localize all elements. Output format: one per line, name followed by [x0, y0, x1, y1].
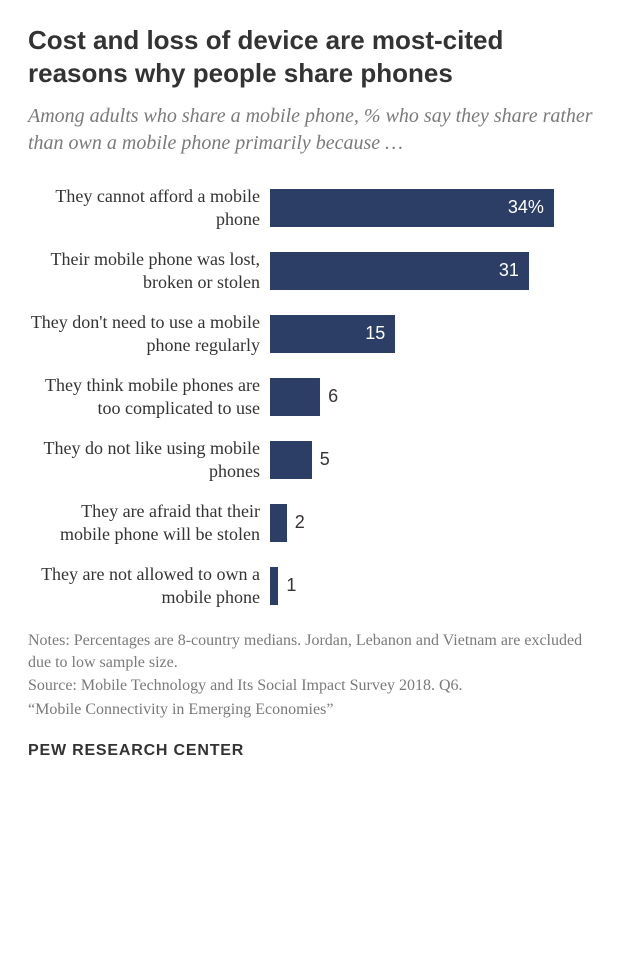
bar-row: They are not allowed to own a mobile pho…: [28, 563, 604, 608]
bar-area: 6: [270, 378, 604, 416]
notes-line: Source: Mobile Technology and Its Social…: [28, 675, 604, 697]
notes-line: Notes: Percentages are 8-country medians…: [28, 630, 604, 673]
bar: [270, 567, 278, 605]
chart-title: Cost and loss of device are most-cited r…: [28, 24, 604, 89]
bar-area: 31: [270, 252, 604, 290]
bar-label: They cannot afford a mobile phone: [28, 185, 270, 230]
bar-area: 5: [270, 441, 604, 479]
bar-value: 5: [312, 449, 330, 470]
bar-area: 2: [270, 504, 604, 542]
bar-value: 1: [278, 575, 296, 596]
footer-attribution: PEW RESEARCH CENTER: [28, 742, 604, 760]
bar-row: They are afraid that their mobile phone …: [28, 500, 604, 545]
bar-label: They think mobile phones are too complic…: [28, 374, 270, 419]
bar-value: 34%: [508, 197, 554, 218]
chart-subtitle: Among adults who share a mobile phone, %…: [28, 103, 604, 157]
chart-notes: Notes: Percentages are 8-country medians…: [28, 630, 604, 720]
bar-area: 1: [270, 567, 604, 605]
bar-label: They do not like using mobile phones: [28, 437, 270, 482]
bar-row: They cannot afford a mobile phone 34%: [28, 185, 604, 230]
bar-area: 34%: [270, 189, 604, 227]
bar-area: 15: [270, 315, 604, 353]
bar: [270, 252, 529, 290]
bar: [270, 378, 320, 416]
bar-row: Their mobile phone was lost, broken or s…: [28, 248, 604, 293]
bar-label: They are afraid that their mobile phone …: [28, 500, 270, 545]
bar-value: 31: [499, 260, 529, 281]
bar-chart: They cannot afford a mobile phone 34% Thei…: [28, 185, 604, 608]
bar-value: 6: [320, 386, 338, 407]
bar-label: They don't need to use a mobile phone re…: [28, 311, 270, 356]
bar-label: They are not allowed to own a mobile pho…: [28, 563, 270, 608]
bar-row: They do not like using mobile phones 5: [28, 437, 604, 482]
bar-value: 15: [365, 323, 395, 344]
bar-row: They don't need to use a mobile phone re…: [28, 311, 604, 356]
notes-line: “Mobile Connectivity in Emerging Economi…: [28, 699, 604, 721]
bar-row: They think mobile phones are too complic…: [28, 374, 604, 419]
bar: [270, 441, 312, 479]
bar-label: Their mobile phone was lost, broken or s…: [28, 248, 270, 293]
bar-value: 2: [287, 512, 305, 533]
bar: [270, 504, 287, 542]
